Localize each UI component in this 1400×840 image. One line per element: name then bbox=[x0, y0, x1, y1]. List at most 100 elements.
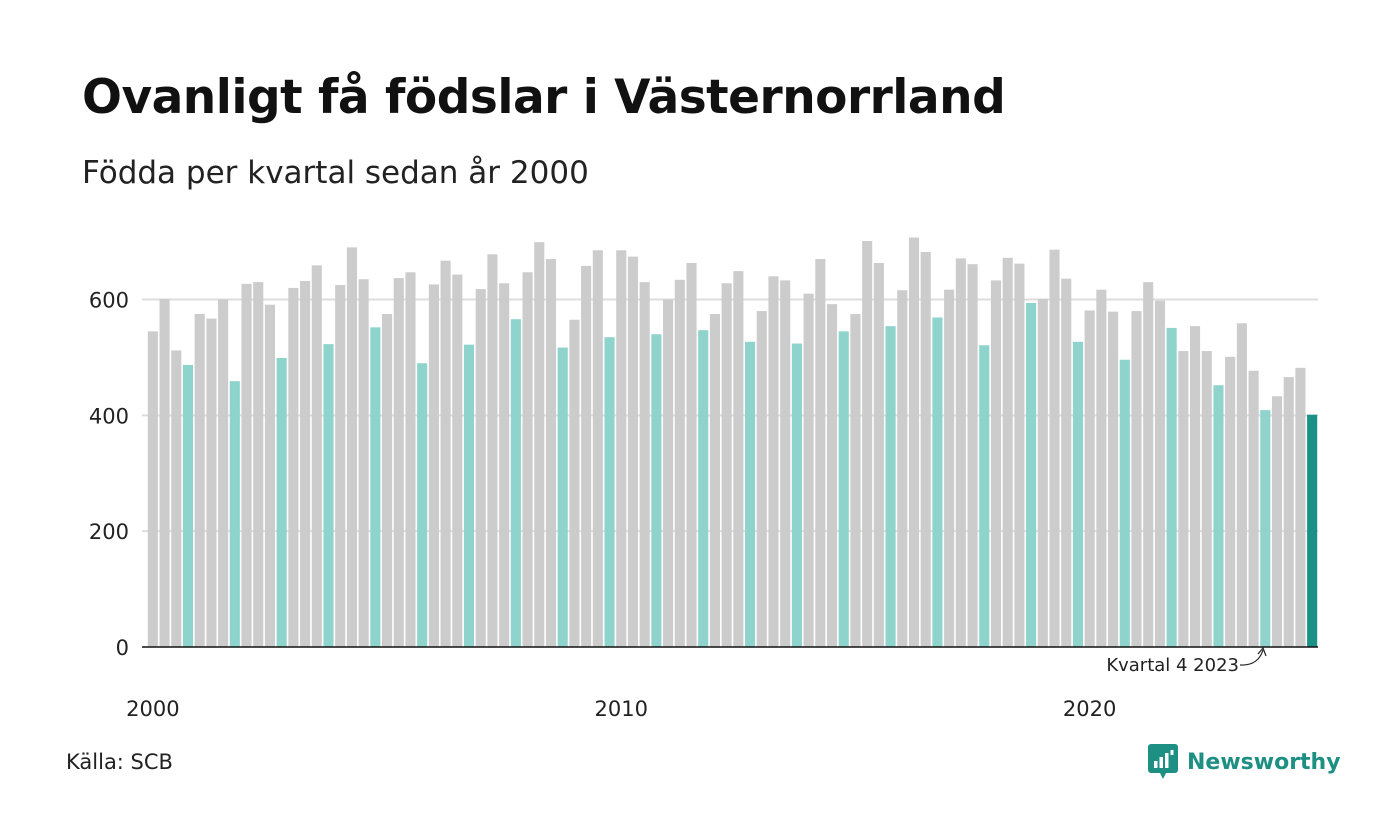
bar bbox=[862, 241, 873, 648]
bar bbox=[370, 327, 381, 647]
bar bbox=[171, 350, 182, 647]
bar bbox=[393, 278, 404, 647]
bar bbox=[510, 319, 521, 647]
bar bbox=[288, 287, 299, 647]
bar bbox=[873, 263, 884, 647]
bar bbox=[979, 345, 990, 647]
brand-name: Newsworthy bbox=[1187, 749, 1341, 775]
bar bbox=[686, 263, 697, 647]
bar bbox=[1248, 370, 1259, 647]
bar bbox=[1283, 377, 1294, 647]
bar bbox=[944, 289, 955, 647]
annotation-label: Kvartal 4 2023 bbox=[1106, 655, 1239, 676]
bar bbox=[1131, 311, 1142, 647]
bar bbox=[967, 264, 978, 647]
bar bbox=[897, 290, 908, 647]
bar bbox=[651, 334, 662, 647]
bar bbox=[721, 283, 732, 647]
bar bbox=[1084, 310, 1095, 647]
page-title: Ovanligt få födslar i Västernorrland bbox=[82, 70, 1006, 125]
bar bbox=[803, 293, 814, 647]
bar bbox=[932, 317, 943, 647]
bar bbox=[733, 271, 744, 647]
bar bbox=[557, 347, 568, 647]
bar bbox=[885, 326, 896, 647]
bar bbox=[1154, 300, 1165, 647]
bar bbox=[346, 247, 357, 647]
bar bbox=[1037, 298, 1048, 647]
bar bbox=[581, 265, 592, 647]
brand-logo[interactable]: Newsworthy bbox=[1148, 743, 1341, 781]
bar bbox=[1260, 410, 1271, 647]
bar bbox=[358, 279, 369, 647]
bar bbox=[1014, 263, 1025, 647]
bar bbox=[745, 341, 756, 647]
x-tick-label: 2000 bbox=[126, 697, 179, 721]
bar bbox=[159, 298, 170, 647]
bar bbox=[698, 330, 709, 647]
bar bbox=[627, 256, 639, 647]
bar bbox=[616, 250, 627, 648]
bar bbox=[674, 279, 685, 647]
bar bbox=[522, 272, 533, 647]
y-tick-label: 0 bbox=[116, 636, 129, 660]
bar bbox=[452, 274, 463, 647]
bar bbox=[1061, 278, 1072, 647]
bar bbox=[1295, 367, 1306, 647]
bar bbox=[463, 344, 475, 647]
y-tick-label: 200 bbox=[89, 520, 129, 544]
bar bbox=[1178, 351, 1189, 647]
bar bbox=[569, 319, 580, 647]
bar bbox=[218, 299, 229, 647]
bar bbox=[1201, 351, 1212, 647]
bar bbox=[475, 289, 486, 647]
bar bbox=[534, 242, 545, 647]
bar bbox=[955, 258, 966, 647]
bar bbox=[253, 282, 264, 647]
bar bbox=[323, 344, 334, 647]
page-subtitle: Födda per kvartal sedan år 2000 bbox=[82, 155, 589, 191]
bar bbox=[815, 258, 826, 647]
bar bbox=[1002, 257, 1013, 647]
annotation-arrow bbox=[1239, 649, 1264, 666]
bar bbox=[709, 313, 720, 647]
bar bbox=[826, 304, 838, 647]
bar bbox=[920, 252, 931, 647]
bar bbox=[417, 363, 428, 647]
bar bbox=[768, 276, 779, 647]
bar bbox=[639, 282, 650, 647]
bar bbox=[1189, 326, 1201, 647]
bar bbox=[1049, 249, 1060, 648]
bar bbox=[1307, 414, 1318, 647]
bar bbox=[487, 254, 498, 647]
annotation-arrowhead bbox=[1257, 646, 1267, 657]
bar bbox=[405, 272, 416, 647]
bar bbox=[335, 285, 346, 647]
bar bbox=[1119, 359, 1130, 647]
bar bbox=[1026, 302, 1037, 647]
bar bbox=[1108, 311, 1119, 647]
bar bbox=[1143, 282, 1154, 647]
bar bbox=[1072, 341, 1083, 647]
bar bbox=[276, 357, 287, 647]
bar bbox=[206, 318, 217, 647]
x-tick-label: 2010 bbox=[595, 697, 648, 721]
bar bbox=[592, 250, 603, 648]
bar bbox=[1271, 396, 1283, 647]
bar bbox=[428, 284, 439, 647]
bar bbox=[440, 260, 451, 647]
bar bbox=[1236, 323, 1247, 647]
bar bbox=[311, 265, 322, 647]
bar bbox=[545, 258, 557, 647]
bar-chart-speech-bubble-icon bbox=[1148, 744, 1178, 779]
bar bbox=[300, 280, 311, 647]
bar bbox=[147, 331, 158, 647]
bar bbox=[780, 280, 791, 647]
bar bbox=[663, 299, 674, 647]
bar bbox=[229, 381, 240, 647]
bar bbox=[264, 304, 276, 647]
bar bbox=[182, 364, 194, 647]
bar bbox=[850, 313, 861, 647]
bar bbox=[838, 331, 849, 647]
